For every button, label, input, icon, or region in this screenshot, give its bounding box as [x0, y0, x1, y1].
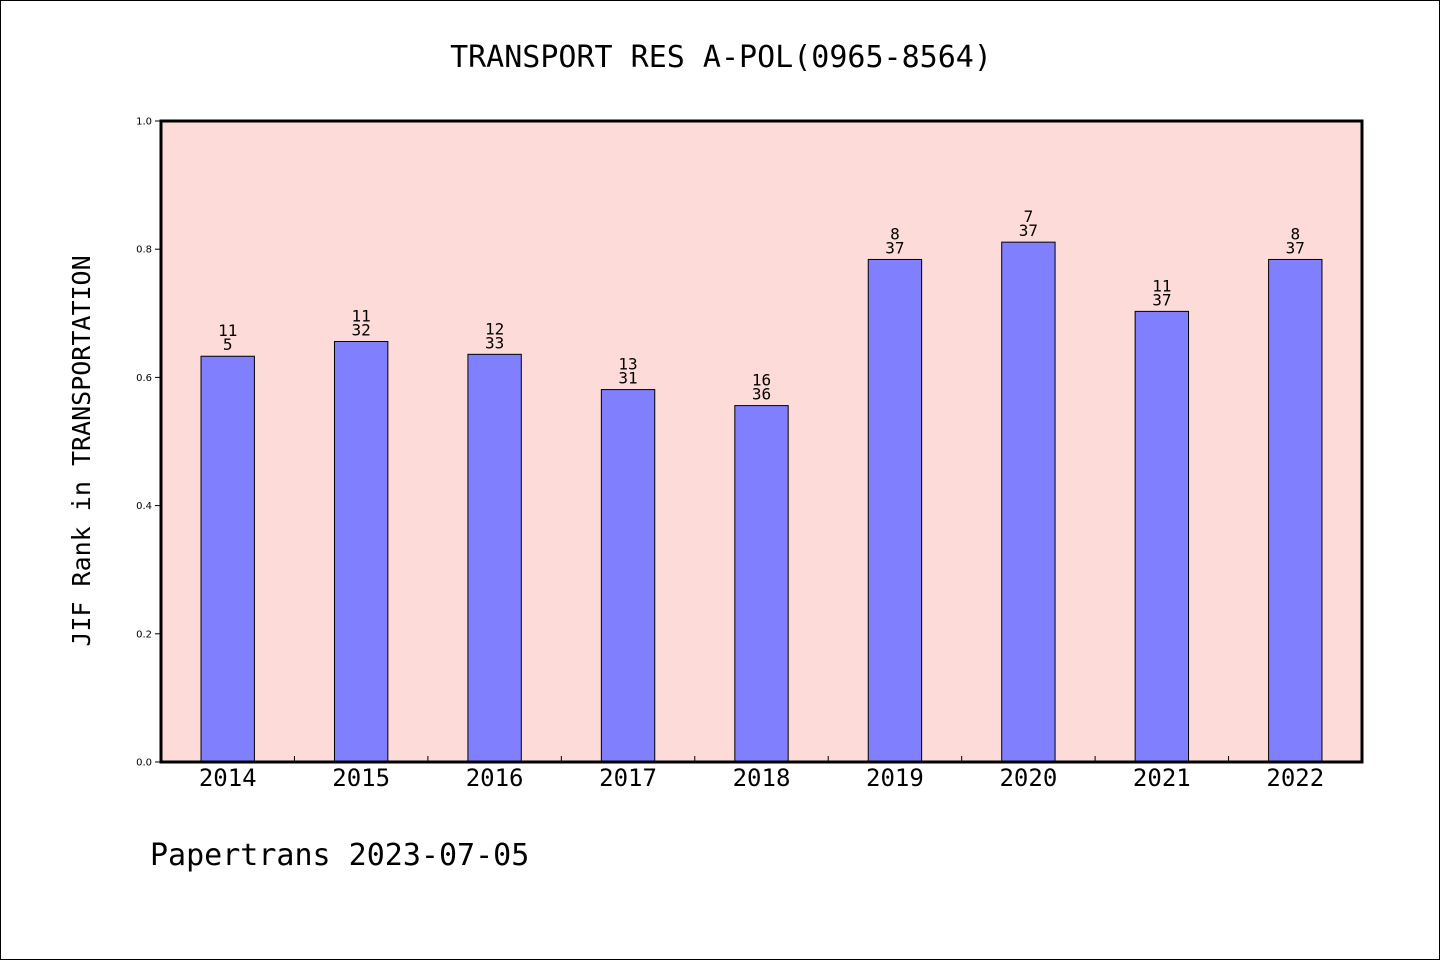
bar-total-label: 37	[1019, 221, 1038, 240]
bar-rank-label: 7	[1024, 207, 1034, 226]
y-tick-label: 0.8	[136, 245, 152, 256]
bar-total-label: 32	[352, 321, 371, 340]
y-tick-label: 0.2	[136, 629, 152, 640]
bar-rank-label: 11	[352, 307, 371, 326]
bar	[1001, 241, 1056, 763]
chart-title: TRANSPORT RES A-POL(0965-8564)	[450, 40, 992, 75]
y-axis: 0.0 0.2 0.4 0.6 0.8 1.0	[136, 117, 161, 769]
bar-rank-label: 8	[1290, 224, 1300, 243]
bar-rank-label: 16	[752, 371, 771, 390]
bar-rank-label: 12	[485, 319, 504, 338]
x-tick-label: 2014	[199, 764, 257, 792]
bar-rank-label: 8	[890, 224, 900, 243]
x-tick-label: 2018	[733, 764, 791, 792]
y-axis-label: JIF Rank in TRANSPORTATION	[67, 255, 96, 646]
bar	[333, 341, 389, 763]
bar-rank-label: 11	[1152, 276, 1171, 295]
bar	[1268, 258, 1323, 763]
bar-series	[200, 241, 1323, 763]
footer-credit: Papertrans 2023-07-05	[150, 838, 529, 873]
bar	[1134, 310, 1190, 763]
x-tick-label: 2022	[1266, 764, 1324, 792]
bar-total-label: 37	[885, 238, 904, 257]
bar	[734, 405, 789, 763]
x-tick-label: 2016	[466, 764, 524, 792]
bar	[600, 389, 656, 763]
bar	[200, 355, 255, 763]
bar-rank-label: 11	[218, 321, 237, 340]
y-tick-label: 1.0	[136, 117, 152, 128]
y-tick-label: 0.0	[136, 758, 152, 769]
bar	[867, 258, 923, 763]
x-tick-label: 2020	[999, 764, 1057, 792]
x-axis: 2014 2015 2016 2017 2018 2019 2020 2021 2022	[199, 756, 1324, 792]
bar	[467, 353, 522, 763]
bar-rank-label: 13	[618, 355, 637, 374]
plot-frame	[159, 119, 1364, 764]
bar-total-label: 37	[1286, 238, 1305, 257]
bar-total-label: 5	[223, 335, 233, 354]
y-tick-label: 0.6	[136, 373, 152, 384]
x-tick-label: 2017	[599, 764, 657, 792]
bar-total-label: 31	[618, 369, 637, 388]
x-tick-label: 2021	[1133, 764, 1191, 792]
bar-total-label: 36	[752, 385, 771, 404]
bar-total-label: 37	[1152, 290, 1171, 309]
x-tick-label: 2019	[866, 764, 924, 792]
y-tick-label: 0.4	[136, 501, 152, 512]
x-tick-label: 2015	[332, 764, 390, 792]
bar-total-label: 33	[485, 333, 504, 352]
